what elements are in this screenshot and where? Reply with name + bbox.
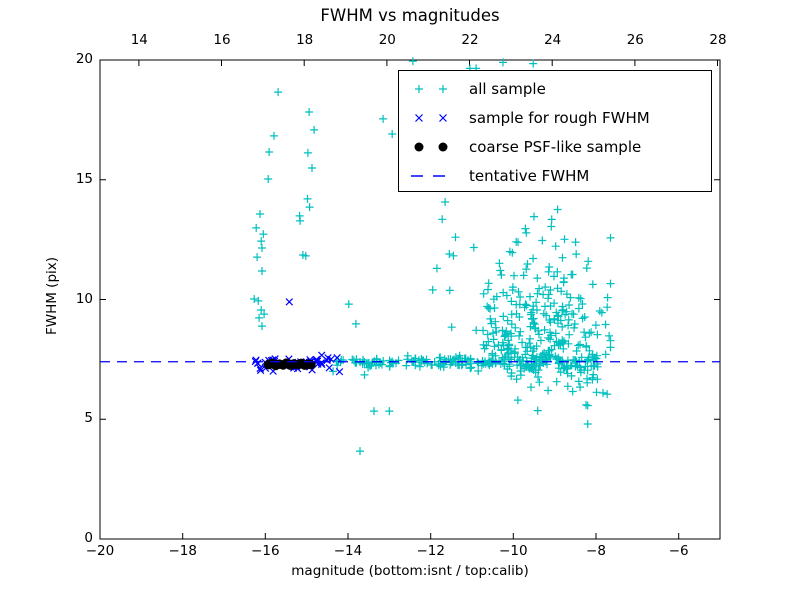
x-top-tick-label: 14 [130,32,148,48]
x-marker-icon [415,113,447,122]
y-tick-label: 20 [75,51,93,67]
x-top-tick-label: 16 [213,32,231,48]
legend-label: sample for rough FWHM [469,108,650,127]
dashed-line-icon [411,174,445,177]
x-tick-label: −8 [586,543,606,559]
x-tick-label: −20 [85,543,115,559]
y-tick-label: 5 [84,410,93,426]
x-top-tick-label: 28 [709,32,727,48]
y-tick-label: 0 [84,530,93,546]
x-tick-label: −12 [416,543,445,559]
x-top-tick-label: 18 [296,32,314,48]
x-tick-label: −6 [668,543,689,559]
x-tick-label: −14 [333,543,363,559]
x-tick-label: −18 [168,543,197,559]
plus-marker-icon [415,84,447,93]
x-top-tick-label: 22 [461,32,479,48]
dot-marker-icon [414,142,448,151]
chart-title: FWHM vs magnitudes [320,6,500,25]
legend: all sample sample for rough FWHM coarse … [398,70,712,192]
x-top-tick-label: 20 [378,32,396,48]
legend-item-coarse-psf: coarse PSF-like sample [407,132,711,161]
legend-label: all sample [469,79,546,98]
legend-label: coarse PSF-like sample [469,137,642,156]
legend-item-tentative-fwhm: tentative FWHM [407,161,711,190]
legend-item-rough-fwhm: sample for rough FWHM [407,103,711,132]
x-tick-label: −16 [251,543,280,559]
legend-item-all-sample: all sample [407,74,711,103]
x-tick-label: −10 [499,543,528,559]
x-axis-label: magnitude (bottom:isnt / top:calib) [291,563,529,579]
legend-label: tentative FWHM [469,166,590,185]
y-tick-label: 10 [75,291,93,307]
y-tick-label: 15 [75,171,93,187]
x-top-tick-label: 24 [544,32,562,48]
x-top-tick-label: 26 [626,32,644,48]
